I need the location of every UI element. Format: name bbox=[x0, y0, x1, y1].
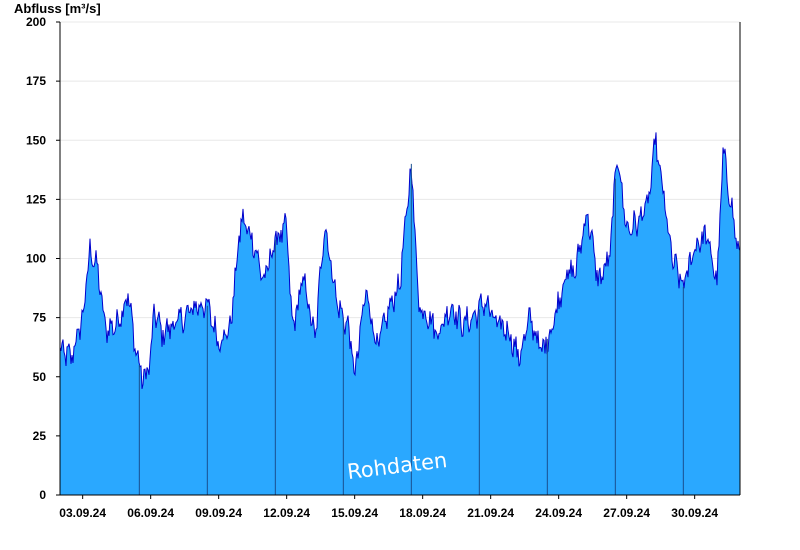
y-axis-label: Abfluss [m³/s] bbox=[14, 1, 101, 16]
series-area bbox=[60, 132, 740, 495]
x-tick-labels: 03.09.24 06.09.24 09.09.24 12.09.24 15.09.24… bbox=[59, 495, 718, 520]
x-tick-label: 06.09.24 bbox=[127, 506, 174, 520]
x-tick-label: 12.09.24 bbox=[263, 506, 310, 520]
x-tick-label: 15.09.24 bbox=[331, 506, 378, 520]
y-tick-label: 0 bbox=[39, 488, 46, 502]
y-tick-label: 125 bbox=[26, 192, 46, 206]
series-line bbox=[59, 132, 741, 390]
x-tick-lines bbox=[138, 163, 684, 495]
y-tick-label: 200 bbox=[26, 15, 46, 29]
x-tick-label: 21.09.24 bbox=[467, 506, 514, 520]
x-tick-label: 09.09.24 bbox=[195, 506, 242, 520]
y-tick-label: 100 bbox=[26, 252, 46, 266]
series-area-layer bbox=[59, 132, 741, 495]
y-tick-label: 25 bbox=[33, 429, 47, 443]
x-tick-label: 24.09.24 bbox=[535, 506, 582, 520]
y-tick-label: 175 bbox=[26, 74, 46, 88]
y-tick-label: 50 bbox=[33, 370, 47, 384]
x-tick-label: 27.09.24 bbox=[603, 506, 650, 520]
x-tick-label: 30.09.24 bbox=[671, 506, 718, 520]
y-tick-label: 150 bbox=[26, 133, 46, 147]
x-tick-label: 03.09.24 bbox=[59, 506, 106, 520]
x-tick-label: 18.09.24 bbox=[399, 506, 446, 520]
y-tick-label: 75 bbox=[33, 311, 47, 325]
y-tick-labels: 0 25 50 75 100 125 150 175 200 bbox=[26, 15, 60, 502]
